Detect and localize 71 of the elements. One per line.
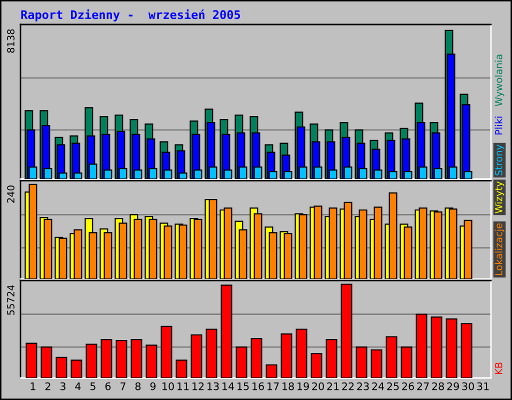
x-tick-label: 3 [60, 382, 66, 390]
x-tick-label: 26 [402, 382, 414, 390]
x-tick-label: 4 [75, 382, 81, 390]
bar [340, 284, 352, 378]
x-tick-label: 12 [192, 382, 204, 390]
bar [206, 328, 218, 378]
x-tick-label: 30 [462, 382, 474, 390]
x-tick-label: 19 [298, 382, 309, 390]
x-tick-label: 13 [208, 382, 219, 390]
bar [70, 360, 82, 378]
x-tick-label: 18 [282, 382, 294, 390]
bar [130, 339, 142, 378]
x-tick-label: 9 [150, 382, 156, 390]
bar [236, 346, 248, 378]
x-tick-label: 8 [135, 382, 141, 390]
x-tick-label: 16 [252, 382, 264, 390]
bar [400, 346, 412, 378]
x-tick-label: 28 [432, 382, 444, 390]
x-tick-label: 17 [268, 382, 279, 390]
x-tick-label: 15 [238, 382, 249, 390]
bar [460, 323, 472, 378]
bar [86, 344, 98, 378]
text: 8138 [7, 29, 14, 53]
text: Wywolania [494, 54, 504, 106]
x-tick-label: 22 [342, 382, 354, 390]
bar [386, 336, 398, 378]
bar [310, 353, 322, 378]
x-tick-label: 25 [387, 382, 399, 390]
bar [280, 333, 292, 378]
bar [190, 334, 202, 378]
x-tick-label: 5 [90, 382, 96, 390]
x-tick-label: 1 [30, 382, 36, 390]
bar [26, 342, 38, 378]
x-tick-label: 31 [477, 382, 489, 390]
bar [416, 314, 428, 378]
bar [446, 318, 458, 378]
x-tick-label: 20 [312, 382, 324, 390]
text: KB [495, 362, 502, 374]
x-tick-label: 27 [417, 382, 429, 390]
x-tick-label: 7 [120, 382, 126, 390]
text: Lokalizacje [494, 223, 504, 276]
x-tick-label: 14 [222, 382, 234, 390]
bar [146, 344, 158, 378]
text: Strony [494, 144, 504, 176]
x-tick-label: 6 [105, 382, 111, 390]
bar [250, 338, 262, 378]
bar [40, 346, 52, 378]
bar [326, 339, 338, 378]
bar [100, 339, 112, 378]
bar [116, 340, 128, 378]
text: 55724 [7, 285, 14, 315]
bar [356, 346, 368, 378]
bar [176, 360, 188, 378]
bar [430, 316, 442, 378]
x-tick-label: 24 [372, 382, 384, 390]
bar [296, 328, 308, 378]
x-tick-label: 2 [45, 382, 50, 390]
bar [160, 326, 172, 378]
text: Wizyty [494, 181, 504, 214]
x-tick-label: 10 [162, 382, 174, 390]
text: 240 [7, 186, 14, 203]
x-tick-label: 29 [447, 382, 459, 390]
bar [266, 364, 278, 378]
x-tick-label: 21 [327, 382, 339, 390]
text: Pliki [494, 116, 502, 134]
bar [370, 349, 382, 378]
x-tick-label: 23 [357, 382, 369, 390]
x-tick-label: 11 [178, 382, 189, 390]
bar [220, 284, 232, 378]
bar [56, 356, 68, 378]
chart-title: Raport Dzienny - wrzesień 2005 [21, 9, 240, 22]
